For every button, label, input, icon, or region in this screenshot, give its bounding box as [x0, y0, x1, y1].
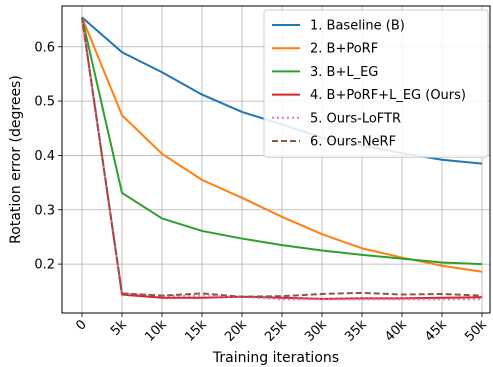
legend-label-5: 5. Ours-LoFTR: [310, 111, 401, 126]
plot-frame: [61, 5, 491, 314]
legend-box: [263, 9, 489, 158]
x-axis-label: Training iterations: [212, 350, 339, 366]
series-line-5: [81, 17, 482, 301]
legend-label-6: 6. Ours-NeRF: [310, 135, 396, 150]
y-tick-label: 0.3: [34, 203, 55, 218]
legend-label-2: 2. B+PoRF: [310, 42, 378, 57]
series-line-6: [81, 17, 483, 298]
y-tick-label: 0.2: [34, 258, 55, 273]
y-tick-label: 0.5: [34, 95, 55, 110]
legend-label-4: 4. B+PoRF+L_EG (Ours): [310, 88, 466, 103]
y-axis-label: Rotation error (degrees): [8, 75, 24, 244]
series-line-3: [81, 17, 483, 266]
y-tick-label: 0.6: [34, 40, 55, 55]
y-tick-label: 0.4: [34, 149, 55, 164]
legend-label-1: 1. Baseline (B): [310, 19, 405, 34]
legend: 1. Baseline (B) 2. B+PoRF 3. B+L_EG 4. B+Po…: [263, 9, 489, 158]
series-line-4: [81, 17, 483, 300]
legend-label-3: 3. B+L_EG: [310, 65, 378, 80]
